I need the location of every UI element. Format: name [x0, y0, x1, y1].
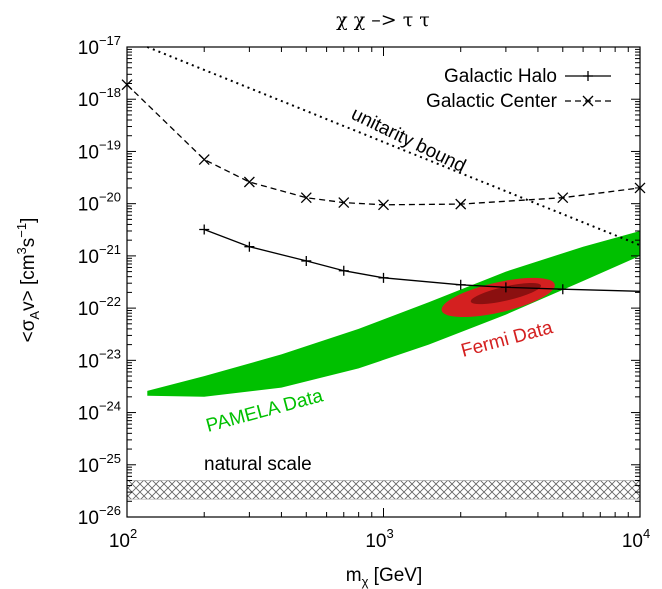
y-tick-label: 10−22 [78, 294, 121, 320]
data-point [378, 199, 389, 211]
legend-marker [582, 95, 594, 107]
data-point [378, 272, 389, 283]
series-line [126, 84, 641, 206]
x-tick-label: 103 [365, 526, 393, 552]
data-point [455, 198, 467, 210]
y-tick-label: 10−18 [78, 85, 121, 111]
series-galactic-center [121, 79, 646, 211]
x-tick-label: 104 [622, 526, 650, 552]
data-point [199, 224, 210, 235]
data-point [455, 279, 466, 290]
data-point [557, 284, 568, 295]
y-tick-label: 10−24 [78, 399, 121, 425]
y-tick-label: 10−26 [78, 503, 121, 529]
y-tick-label: 10−23 [78, 346, 121, 372]
unitarity-bound-line [146, 46, 641, 247]
legend-label: Galactic Halo [444, 66, 557, 87]
data-point [338, 197, 350, 209]
data-point [300, 192, 312, 204]
x-tick-label: 102 [109, 526, 137, 552]
chart-title: χ χ –> τ τ [336, 9, 430, 31]
y-tick-label: 10−19 [78, 137, 121, 163]
y-axis-label: <σAv> [cm3s−1] [14, 218, 42, 343]
natural-scale-label: natural scale [204, 454, 312, 475]
data-point [244, 241, 255, 252]
y-tick-label: 10−17 [78, 33, 121, 59]
pamela-region [147, 231, 641, 397]
x-axis-label: mχ [GeV] [346, 565, 423, 589]
y-tick-label: 10−25 [78, 451, 121, 477]
data-point [338, 265, 349, 276]
data-point [243, 176, 255, 188]
data-point [500, 282, 511, 293]
y-tick-label: 10−20 [78, 190, 121, 216]
data-point [557, 192, 569, 204]
data-point [198, 154, 210, 165]
y-tick-label: 10−21 [78, 242, 121, 268]
legend: Galactic Halo Galactic Center [426, 66, 611, 112]
data-point [301, 255, 312, 266]
legend-marker [583, 71, 593, 81]
unitarity-bound-label: unitarity bound [348, 104, 469, 178]
legend-label: Galactic Center [426, 91, 558, 112]
series-galactic-halo [199, 224, 641, 295]
natural-scale-band [126, 480, 641, 500]
